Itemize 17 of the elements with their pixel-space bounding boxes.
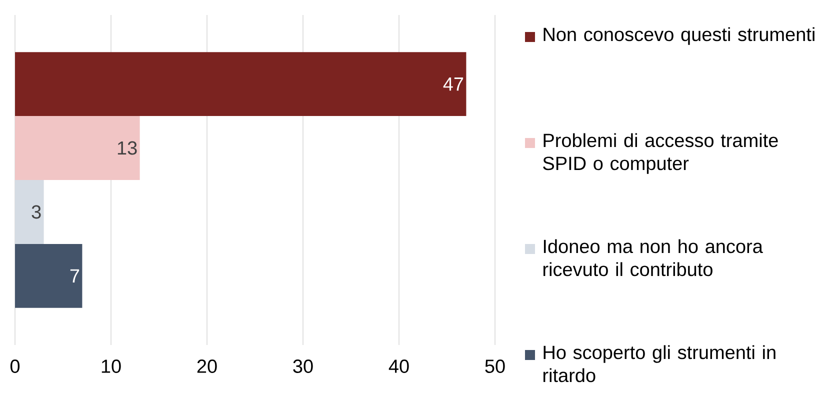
bar — [15, 116, 140, 180]
x-tick-label: 20 — [197, 360, 217, 373]
data-label: 13 — [118, 141, 137, 155]
data-label: 47 — [443, 78, 464, 91]
data-label: 3 — [32, 205, 41, 219]
legend-label: Non conoscevo questi strumenti — [544, 27, 814, 45]
legend-label: Idoneo ma non ho ancora ricevuto il contributo — [543, 239, 763, 276]
x-tick-label: 40 — [388, 360, 409, 373]
legend-label: Ho scoperto gli strumenti in ritardo — [543, 345, 776, 382]
bar — [15, 244, 82, 308]
x-tick-label: 0 — [10, 360, 20, 373]
x-tick-label: 50 — [485, 360, 505, 373]
legend-label: Problemi di accesso tramite SPID o computer — [543, 133, 778, 174]
data-label: 7 — [70, 269, 80, 282]
bar — [15, 52, 466, 116]
x-tick-label: 30 — [293, 360, 313, 373]
x-tick-label: 10 — [102, 360, 121, 373]
